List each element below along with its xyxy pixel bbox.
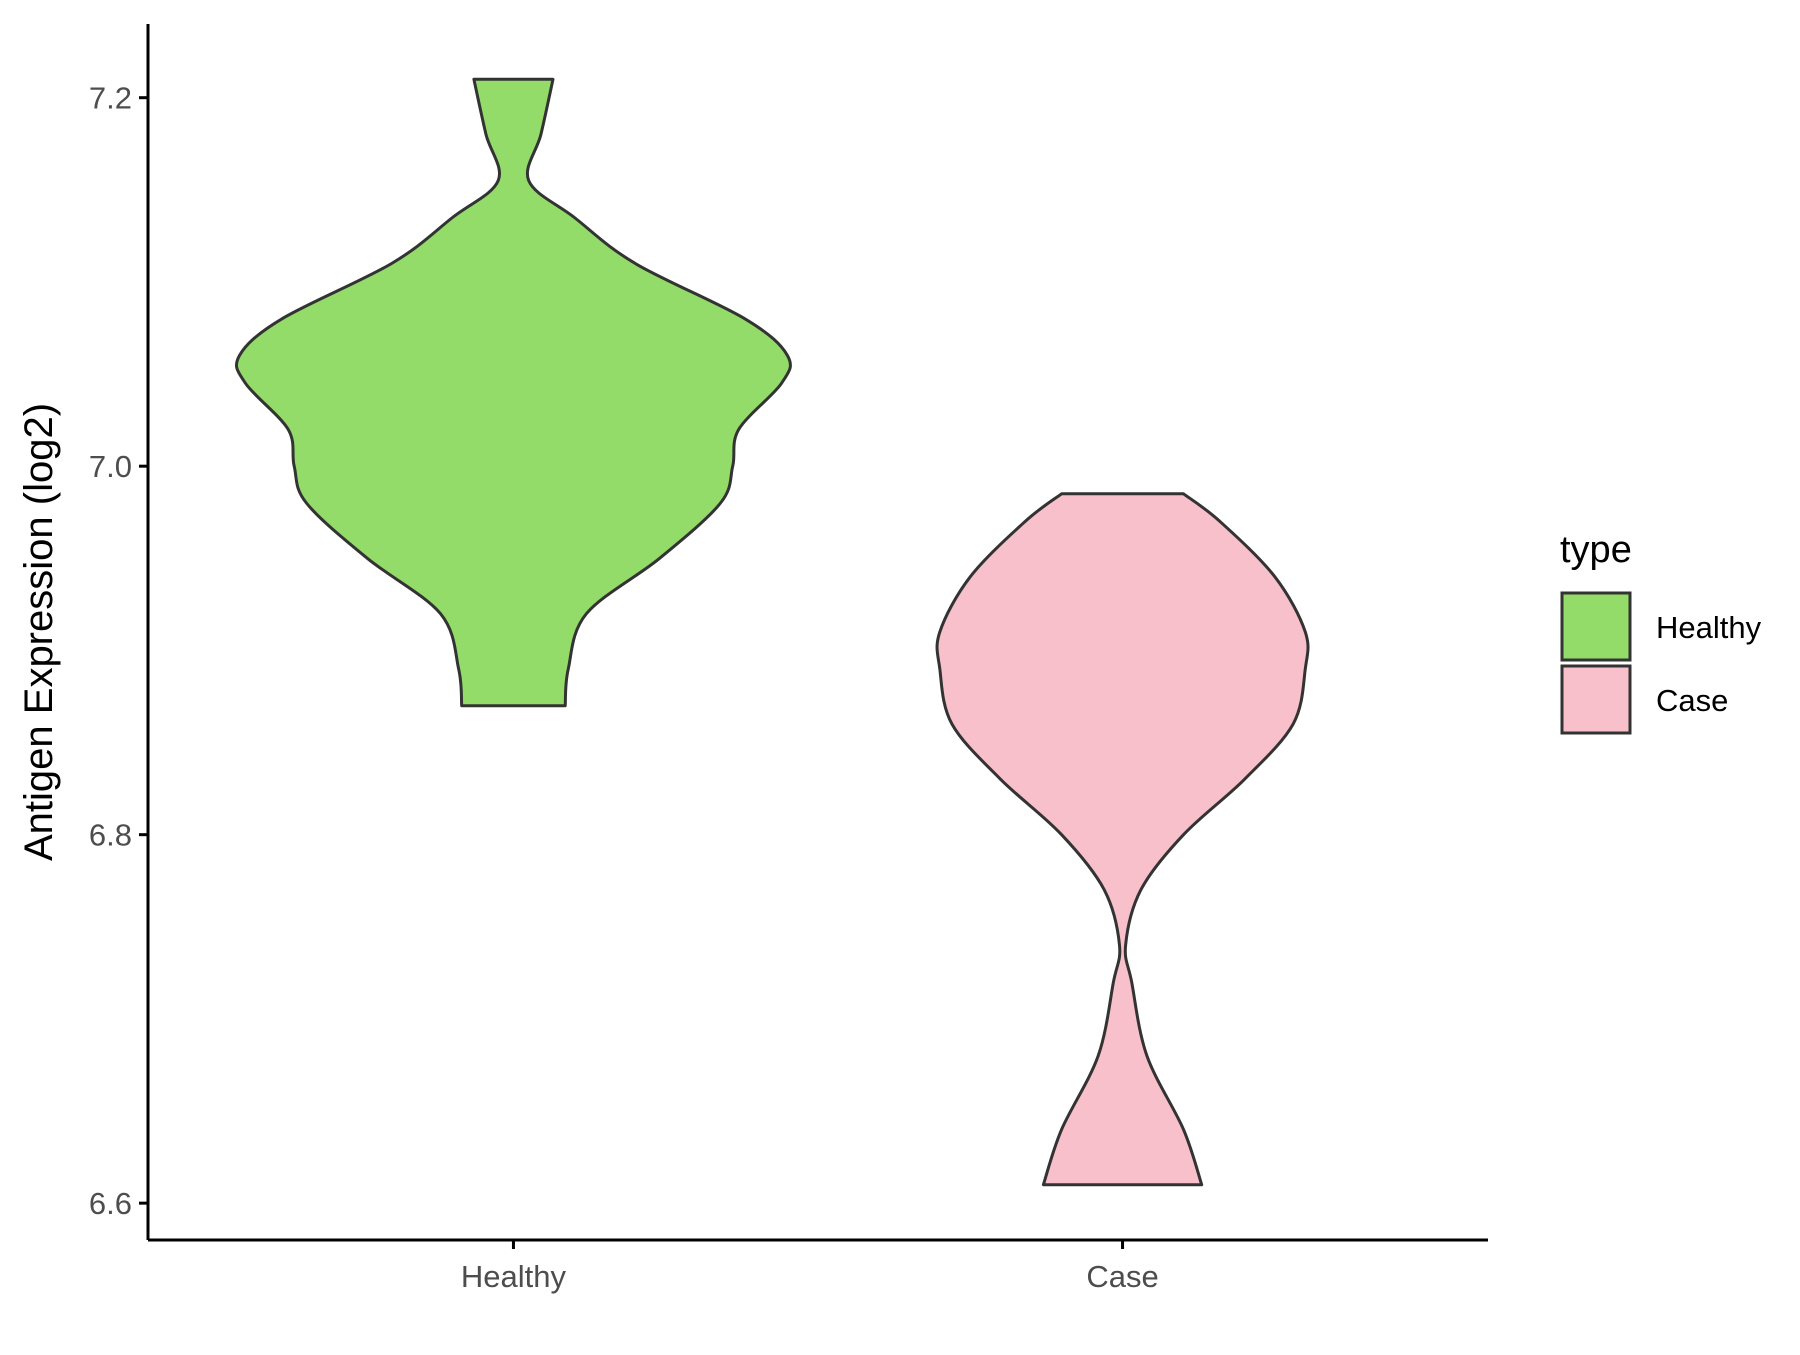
legend-title: type bbox=[1560, 529, 1632, 571]
axes-layer: 6.6 6.8 7.0 7.2 Healthy Case bbox=[89, 24, 1488, 1294]
x-tick-label: Healthy bbox=[461, 1259, 567, 1294]
legend-entries: Healthy Case bbox=[1560, 591, 1762, 735]
legend-swatch-case bbox=[1560, 664, 1632, 735]
violin-case bbox=[935, 492, 1310, 1187]
x-tick-label: Case bbox=[1086, 1259, 1158, 1294]
legend-label-healthy: Healthy bbox=[1656, 610, 1762, 645]
y-tick-label: 6.6 bbox=[89, 1186, 132, 1221]
y-tick-label: 6.8 bbox=[89, 818, 132, 853]
x-ticks: Healthy Case bbox=[461, 1240, 1159, 1294]
y-tick-label: 7.2 bbox=[89, 81, 132, 116]
y-axis-title: Antigen Expression (log2) bbox=[17, 403, 61, 861]
y-ticks: 6.6 6.8 7.0 7.2 bbox=[89, 81, 148, 1221]
legend: type Healthy Case bbox=[1560, 529, 1762, 735]
violin-layer bbox=[234, 77, 1310, 1187]
violin-healthy bbox=[234, 77, 792, 708]
legend-swatch-healthy bbox=[1560, 591, 1632, 662]
y-tick-label: 7.0 bbox=[89, 449, 132, 484]
legend-label-case: Case bbox=[1656, 683, 1728, 718]
